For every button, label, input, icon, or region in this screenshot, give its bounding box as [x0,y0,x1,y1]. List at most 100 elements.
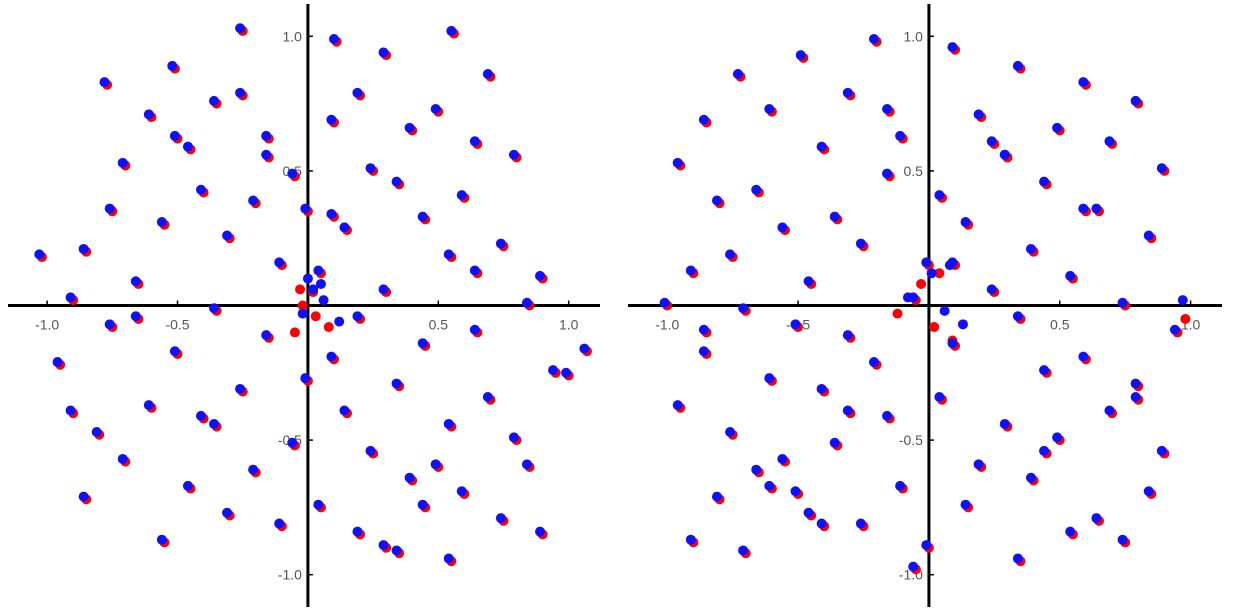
blue-point [300,203,311,214]
blue-point [1091,203,1102,214]
red-point [1180,313,1191,324]
blue-point [209,418,220,429]
blue-point [685,534,696,545]
blue-point [535,270,546,281]
blue-point [78,491,89,502]
blue-point [352,87,363,98]
blue-point [790,486,801,497]
blue-point [1039,176,1050,187]
blue-point [842,405,853,416]
blue-point [934,392,945,403]
blue-point [443,249,454,260]
blue-point [764,103,775,114]
blue-point [339,405,350,416]
blue-point [78,243,89,254]
blue-point [404,472,415,483]
blue-point [99,77,110,88]
blue-point [156,217,167,228]
blue-point [1078,77,1089,88]
blue-point [882,103,893,114]
blue-point [1025,472,1036,483]
blue-point [732,68,743,79]
blue-point [469,265,480,276]
blue-point [352,526,363,537]
blue-point [777,453,788,464]
blue-point [167,60,178,71]
blue-point [365,445,376,456]
x-tick-label: -0.5 [165,317,189,333]
blue-point [65,405,76,416]
blue-point [143,400,154,411]
blue-point [1039,365,1050,376]
blue-point [1104,136,1115,147]
blue-point [882,168,893,179]
blue-point [751,464,762,475]
blue-point [469,136,480,147]
blue-point [999,149,1010,160]
blue-point [417,211,428,222]
blue-point [960,499,971,510]
blue-point [326,208,337,219]
blue-point [803,507,814,518]
blue-point [391,545,402,556]
blue-point [446,25,457,36]
left-scatter-plot: -1.0-0.50.51.01.00.5-0.5-1.0 [8,4,600,607]
blue-point [430,459,441,470]
blue-point [921,540,932,551]
blue-point [300,373,311,384]
blue-point [1156,445,1167,456]
blue-point [235,23,246,34]
blue-point [960,217,971,228]
blue-point [986,136,997,147]
y-tick-label: -1.0 [278,567,302,583]
blue-point [391,378,402,389]
blue-point [287,437,298,448]
blue-point [378,47,389,58]
blue-point [443,553,454,564]
y-tick-label: 1.0 [282,28,302,44]
blue-point [902,292,913,303]
blue-point [182,141,193,152]
blue-point [1130,378,1141,389]
blue-point [561,367,572,378]
blue-point [274,518,285,529]
x-tick-label: 1.0 [559,317,579,333]
blue-point [469,324,480,335]
blue-point [816,141,827,152]
blue-point [235,87,246,98]
blue-point [1039,445,1050,456]
blue-point [934,190,945,201]
blue-point [868,357,879,368]
blue-point [1078,351,1089,362]
blue-point [1143,486,1154,497]
blue-point [378,284,389,295]
blue-point [790,319,801,330]
blue-point [816,383,827,394]
blue-point [711,195,722,206]
blue-point [751,184,762,195]
blue-point [698,346,709,357]
blue-point [1025,243,1036,254]
red-point [323,322,334,333]
blue-point [508,432,519,443]
blue-point [315,278,326,289]
blue-point [1065,526,1076,537]
x-tick-label: 0.5 [429,317,449,333]
red-point [289,327,300,338]
blue-point [973,459,984,470]
blue-point [274,257,285,268]
x-tick-label: -1.0 [35,317,59,333]
blue-point [169,130,180,141]
blue-point [816,518,827,529]
blue-point [248,195,259,206]
y-tick-label: -0.5 [899,432,923,448]
blue-point [365,163,376,174]
blue-point [248,464,259,475]
blue-point [926,268,937,279]
blue-point [1169,324,1180,335]
blue-point [711,491,722,502]
blue-point [999,418,1010,429]
blue-point [130,276,141,287]
blue-point [209,303,220,314]
